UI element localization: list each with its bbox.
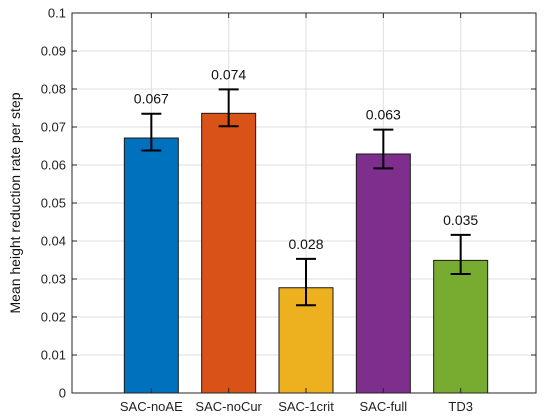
y-tick-label: 0 <box>59 386 66 401</box>
y-axis-label: Mean height reduction rate per step <box>7 92 23 313</box>
data-label: 0.074 <box>211 66 246 82</box>
x-tick-label: SAC-full <box>359 399 407 414</box>
error-bars-layer <box>141 88 471 307</box>
y-tick-label: 0.1 <box>48 6 66 21</box>
data-label: 0.063 <box>366 107 401 123</box>
bar-td3 <box>433 259 489 394</box>
y-tick-label: 0.09 <box>41 44 66 59</box>
data-label: 0.067 <box>134 91 169 107</box>
y-tick-label: 0.02 <box>41 310 66 325</box>
y-tick-label: 0.03 <box>41 272 66 287</box>
y-tick-label: 0.04 <box>41 234 66 249</box>
data-label: 0.035 <box>443 212 478 228</box>
bar-sac-nocur <box>201 112 257 394</box>
plot-frame <box>71 12 537 394</box>
axes-layer <box>71 12 537 394</box>
x-tick-label: SAC-noAE <box>120 399 183 414</box>
data-labels-layer: 0.067 0.074 0.028 0.063 0.035 <box>134 66 479 251</box>
data-label: 0.028 <box>288 236 323 252</box>
y-tick-label: 0.06 <box>41 158 66 173</box>
y-tick-label: 0.07 <box>41 120 66 135</box>
x-tick-label: SAC-1crit <box>278 399 334 414</box>
y-tick-label: 0.08 <box>41 82 66 97</box>
bars-layer <box>123 112 489 394</box>
x-tick-label: TD3 <box>448 399 473 414</box>
bar-sac-noae <box>123 137 179 394</box>
x-tick-label: SAC-noCur <box>195 399 262 414</box>
y-tick-label: 0.05 <box>41 196 66 211</box>
y-tick-label: 0.01 <box>41 348 66 363</box>
bar-sac-full <box>355 153 411 394</box>
tick-labels-layer: 0 0.01 0.02 0.03 0.04 0.05 0.06 0.07 0.08 0.09 0.1… <box>41 6 473 415</box>
